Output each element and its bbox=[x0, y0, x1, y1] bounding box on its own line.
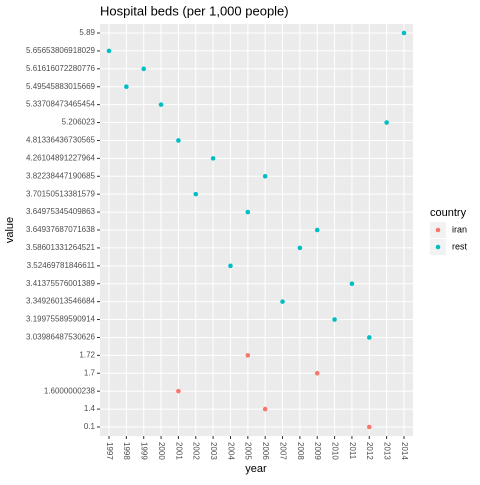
point bbox=[349, 281, 355, 287]
point bbox=[366, 335, 372, 340]
x-tick-label: 2003 bbox=[209, 442, 218, 460]
y-tick-label: 3.82238447190685 bbox=[26, 171, 96, 180]
point bbox=[297, 245, 303, 251]
y-tick-label: 3.03986487530626 bbox=[26, 333, 96, 342]
y-tick-label: 4.26104891227964 bbox=[26, 153, 96, 162]
y-tick-label: 5.49545883015669 bbox=[26, 82, 96, 91]
y-tick-label: 1.72 bbox=[79, 350, 95, 359]
y-tick-label: 1.4 bbox=[84, 404, 96, 413]
y-tick-label: 3.58601331264521 bbox=[26, 243, 96, 252]
legend-label: iran bbox=[452, 224, 467, 234]
x-tick-label: 2007 bbox=[278, 442, 287, 460]
legend-title: country bbox=[430, 207, 467, 219]
x-tick-label: 2011 bbox=[348, 442, 357, 460]
point bbox=[401, 30, 407, 36]
point bbox=[245, 353, 251, 358]
x-tick-label: 2012 bbox=[365, 442, 374, 460]
point bbox=[176, 138, 181, 143]
legend-marker bbox=[435, 227, 441, 233]
y-tick-label: 5.33708473465454 bbox=[26, 100, 96, 109]
y-tick-label: 5.89 bbox=[79, 28, 95, 37]
point bbox=[124, 84, 129, 90]
y-tick-label: 3.64975345409863 bbox=[26, 207, 96, 216]
chart-title: Hospital beds (per 1,000 people) bbox=[100, 3, 289, 18]
point bbox=[262, 173, 268, 179]
x-tick-label: 2004 bbox=[226, 442, 235, 460]
point bbox=[245, 209, 251, 215]
y-tick-label: 3.70150513381579 bbox=[26, 189, 96, 198]
x-tick-label: 2002 bbox=[192, 442, 201, 460]
x-tick-label: 2010 bbox=[330, 442, 339, 460]
y-tick-label: 5.61616072280776 bbox=[26, 64, 96, 73]
x-tick-label: 2014 bbox=[400, 442, 409, 460]
x-tick-label: 2006 bbox=[261, 442, 270, 460]
point bbox=[262, 406, 268, 412]
point bbox=[228, 263, 233, 269]
point bbox=[193, 191, 199, 197]
point bbox=[280, 299, 285, 304]
point bbox=[106, 48, 112, 54]
y-axis-title: value bbox=[4, 217, 16, 243]
x-tick-label: 2005 bbox=[244, 442, 253, 460]
y-tick-label: 5.206023 bbox=[62, 118, 96, 127]
point bbox=[332, 317, 337, 322]
x-tick-label: 1997 bbox=[105, 442, 114, 460]
x-tick-label: 2000 bbox=[157, 442, 166, 460]
legend-marker bbox=[435, 244, 441, 250]
x-tick-label: 2009 bbox=[313, 442, 322, 460]
y-tick-label: 3.19975589590914 bbox=[26, 315, 96, 324]
y-tick-label: 0.1 bbox=[84, 422, 96, 431]
point bbox=[158, 102, 164, 107]
x-axis-title: year bbox=[245, 463, 267, 475]
y-tick-label: 3.64937687071638 bbox=[26, 225, 96, 234]
legend-label: rest bbox=[452, 241, 468, 251]
y-tick-label: 3.34926013546684 bbox=[26, 297, 96, 306]
point bbox=[384, 120, 389, 125]
y-tick-label: 1.6000000238 bbox=[44, 386, 96, 395]
x-tick-label: 2008 bbox=[296, 442, 305, 460]
x-tick-label: 2013 bbox=[383, 442, 392, 460]
y-tick-label: 4.81336436730565 bbox=[26, 136, 96, 145]
y-tick-label: 1.7 bbox=[84, 368, 96, 377]
y-tick-label: 3.41375576001389 bbox=[26, 279, 96, 288]
point bbox=[366, 424, 372, 430]
x-tick-label: 1999 bbox=[140, 442, 149, 460]
point bbox=[210, 156, 216, 161]
y-tick-label: 3.52469781846611 bbox=[27, 261, 96, 270]
point bbox=[314, 227, 320, 233]
point bbox=[141, 66, 147, 72]
point bbox=[314, 370, 320, 376]
x-tick-label: 2001 bbox=[174, 442, 183, 460]
x-tick-label: 1998 bbox=[122, 442, 131, 460]
y-tick-label: 5.65653806918029 bbox=[26, 46, 96, 55]
point bbox=[176, 388, 181, 394]
